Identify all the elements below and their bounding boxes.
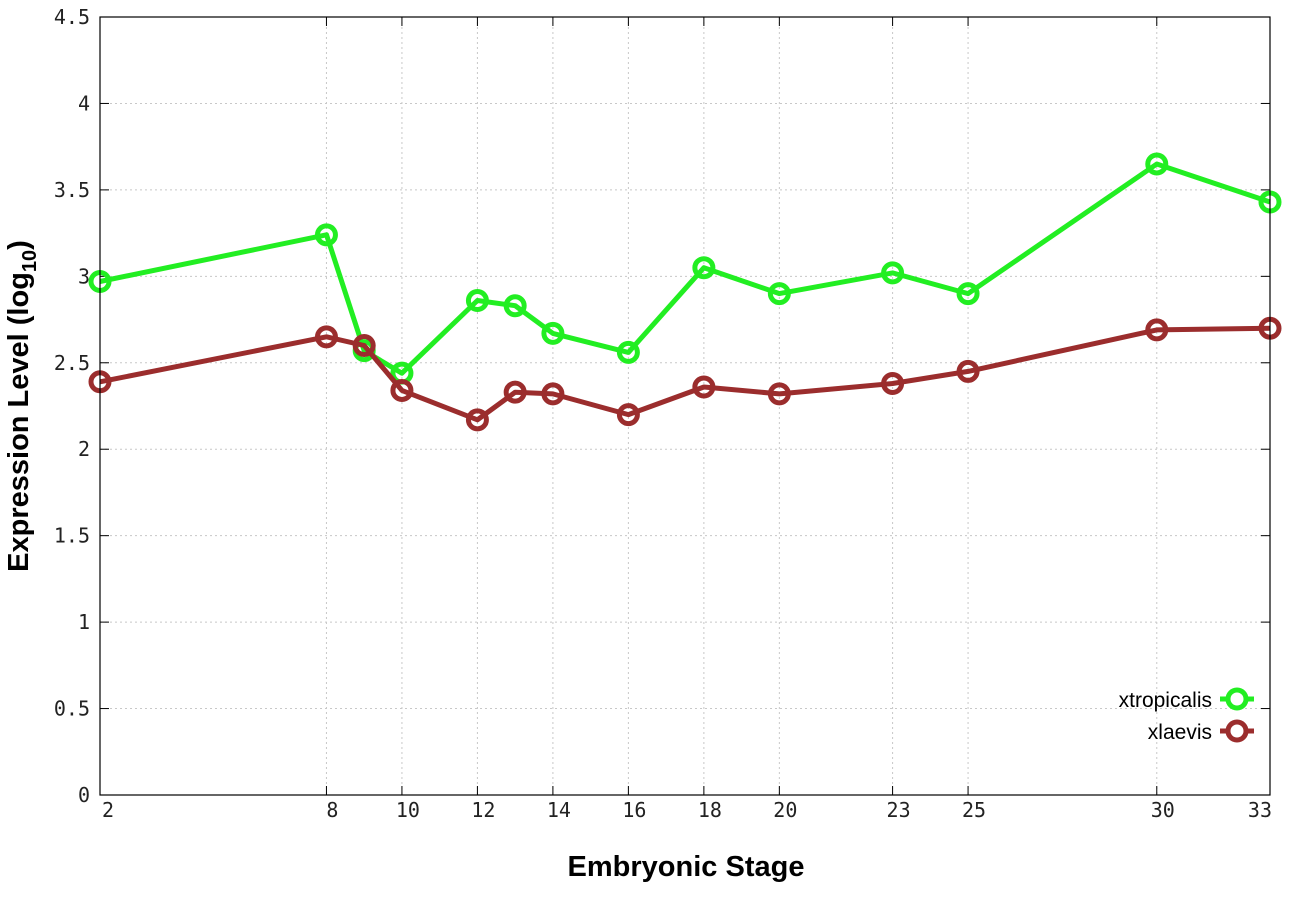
series-lines (88, 152, 1282, 432)
x-tick-label: 20 (773, 798, 797, 822)
legend-marker (1225, 719, 1249, 743)
data-point (1145, 318, 1169, 342)
series-xlaevis (88, 316, 1282, 432)
data-point (881, 372, 905, 396)
data-point (692, 256, 716, 280)
data-point (390, 378, 414, 402)
legend-label: xlaevis (1148, 721, 1212, 744)
x-tick-label: 23 (887, 798, 911, 822)
data-point (956, 359, 980, 383)
data-point (767, 382, 791, 406)
x-tick-label: 10 (396, 798, 420, 822)
data-point (314, 325, 338, 349)
data-point (503, 380, 527, 404)
data-point (541, 382, 565, 406)
data-point (503, 294, 527, 318)
y-tick-label: 2.5 (54, 351, 90, 375)
y-tick-label: 4 (78, 91, 90, 115)
legend-item: xtropicalis (1119, 687, 1254, 712)
x-tick-label: 12 (471, 798, 495, 822)
x-tick-label: 25 (962, 798, 986, 822)
data-point (767, 282, 791, 306)
data-point (465, 289, 489, 313)
y-tick-label: 4.5 (54, 5, 90, 29)
x-tick-labels: 2 8 10 12 14 16 18 20 23 25 30 33 (102, 798, 1272, 822)
x-tick-label: 14 (547, 798, 571, 822)
data-point (692, 375, 716, 399)
data-point (616, 340, 640, 364)
legend-marker (1225, 687, 1249, 711)
x-tick-label: 8 (326, 798, 338, 822)
y-tick-label: 1.5 (54, 524, 90, 548)
y-axis-title-sub: 10 (19, 250, 41, 272)
x-axis-title: Embryonic Stage (568, 851, 805, 883)
legend-item: xlaevis (1148, 719, 1254, 744)
data-point (314, 223, 338, 247)
y-tick-label: 2 (78, 437, 90, 461)
y-tick-label: 0 (78, 783, 90, 807)
y-tick-label: 3 (78, 264, 90, 288)
legend-label: xtropicalis (1119, 689, 1212, 712)
data-point (465, 408, 489, 432)
x-tick-label: 30 (1151, 798, 1175, 822)
data-point (352, 333, 376, 357)
axis-ticks (99, 16, 1271, 796)
series-line (99, 325, 1271, 423)
x-tick-label: 33 (1248, 798, 1272, 822)
y-axis-title-end: ) (3, 240, 35, 250)
y-tick-label: 1 (78, 610, 90, 634)
y-tick-label: 0.5 (54, 697, 90, 721)
y-tick-labels: 0 0.5 1 1.5 2 2.5 3 3.5 4 4.5 (54, 5, 90, 807)
data-point (881, 261, 905, 285)
y-tick-label: 3.5 (54, 178, 90, 202)
data-point (1145, 152, 1169, 176)
x-tick-label: 2 (102, 798, 114, 822)
data-point (616, 403, 640, 427)
data-point (541, 321, 565, 345)
grid-lines (100, 17, 1270, 795)
data-point (956, 282, 980, 306)
x-tick-label: 16 (622, 798, 646, 822)
x-tick-label: 18 (698, 798, 722, 822)
y-axis-title: Expression Level (log10) (3, 240, 41, 572)
y-axis-title-main: Expression Level (log (3, 272, 35, 572)
legend: xtropicalis xlaevis (1119, 687, 1254, 744)
plot-frame (99, 16, 1271, 796)
